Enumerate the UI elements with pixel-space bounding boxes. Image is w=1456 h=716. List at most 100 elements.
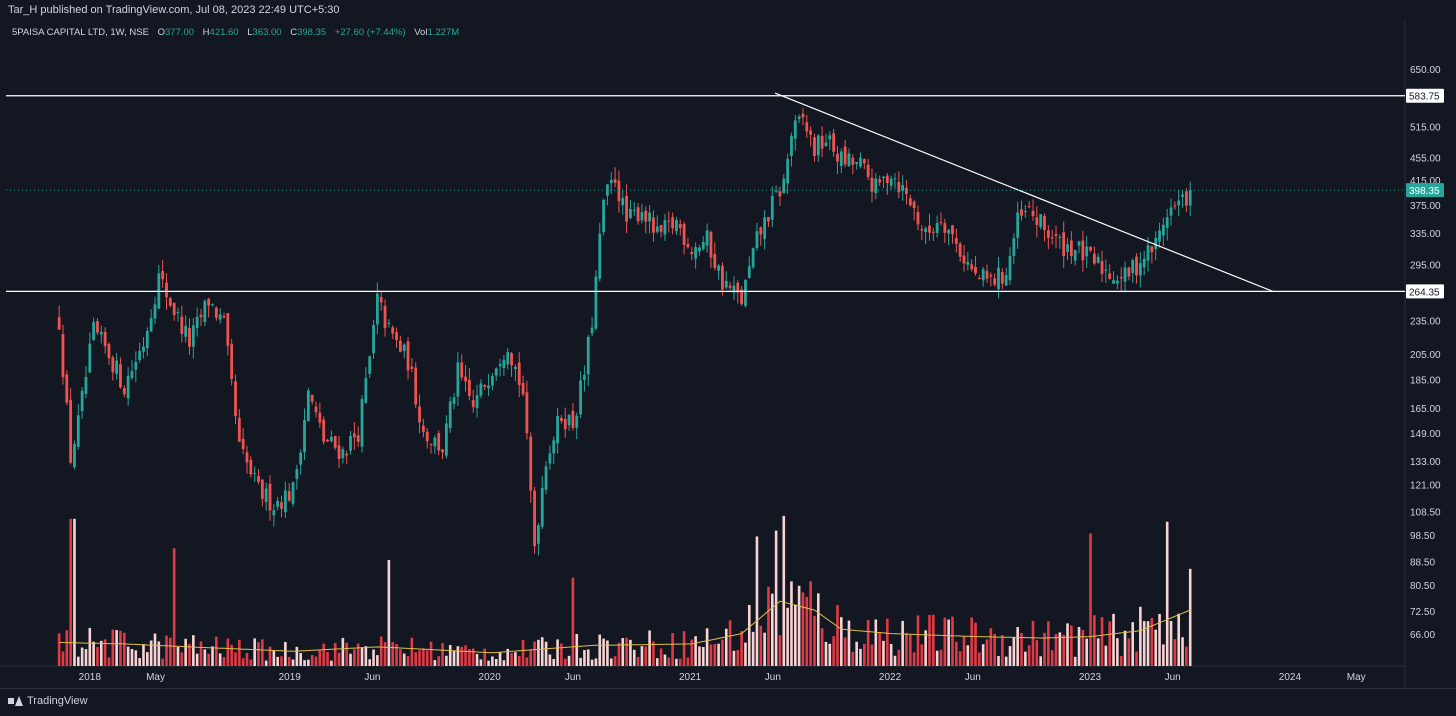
candle-body [502,359,506,368]
candle-body [418,406,421,423]
candle-body [767,217,770,222]
candle-body [195,316,199,329]
volume-bar [257,642,260,666]
volume-bar [134,650,138,666]
candle-body [253,472,257,474]
candle-body [974,266,977,274]
volume-bar [1054,633,1058,666]
candle-body [579,380,582,415]
candle-body [843,146,847,165]
volume-bar [809,581,812,666]
volume-bar [1058,632,1062,666]
volume-bar [816,593,820,666]
candle-body [410,366,414,369]
candle-body [989,275,993,277]
volume-bar [1085,638,1088,666]
candle-body [257,476,260,483]
volume-bar [878,632,881,666]
candle-body [713,254,717,268]
volume-bar [1039,656,1042,666]
volume-bar [920,644,924,666]
candle-body [966,261,970,265]
volume-bar [755,536,759,666]
price-tick-label: 455.00 [1410,153,1441,164]
volume-bar [1162,644,1165,666]
candle-body [847,153,851,166]
candlestick-chart[interactable]: 66.00 72.50 80.50 88.50 98.50 108.50 121.00 133… [0,21,1456,688]
volume-bar [494,658,498,666]
volume-bar [893,655,897,666]
volume-bar [897,649,901,666]
volume-bar [932,614,935,666]
candle-body [1131,260,1135,273]
tradingview-brand[interactable]: TradingView [8,695,88,707]
candle-body [828,135,832,140]
candle-body [728,285,732,288]
volume-bar [276,656,279,666]
volume-bar [280,656,283,666]
volume-bar [445,655,448,666]
candle-body [149,317,153,332]
descending-trendline [774,92,1274,292]
candle-body [337,445,341,459]
candle-body [1127,267,1131,277]
volume-bar [1035,640,1039,666]
volume-bar [901,620,904,666]
volume-bar [594,658,598,666]
time-tick-label: 2021 [679,672,702,683]
volume-bar [855,641,858,666]
time-tick-label: Jun [965,672,981,683]
candle-body [575,415,579,428]
candle-body [467,379,471,396]
candle-body [287,491,291,501]
candle-body [682,224,686,245]
candle-body [744,279,747,306]
price-tag-label: 264.35 [1409,287,1440,298]
candle-body [916,212,920,225]
volume-ma-line [59,600,1191,654]
volume-bar [1188,568,1192,666]
change-value: +27.60 (+7.44%) [334,27,406,38]
volume-bar [889,644,893,666]
candle-body [552,440,556,454]
volume-bar [537,639,540,666]
volume-bar [195,653,199,666]
candle-body [172,302,176,316]
candle-body [88,343,92,373]
candle-body [402,344,406,352]
candle-body [130,371,134,378]
candle-body [356,435,360,442]
candle-body [839,151,843,166]
candle-body [276,500,280,507]
volume-bar [468,649,471,666]
volume-bar [502,660,506,666]
candle-body [993,278,997,285]
volume-bar [671,633,674,666]
candle-body [441,449,444,453]
candle-body [671,217,675,229]
candle-body [513,366,517,370]
volume-bar [303,660,306,666]
candle-body [724,280,728,288]
volume-bar [326,652,329,666]
low-value: 363.00 [252,27,282,38]
volume-bar [851,651,855,666]
symbol-name[interactable]: 5PAISA CAPITAL LTD, 1W, NSE [12,27,149,38]
candle-body [774,190,778,192]
volume-bar [491,656,494,666]
high-value: 421.60 [209,27,239,38]
volume-bar [261,639,264,666]
candle-body [1085,246,1089,257]
open-label: O [157,27,165,38]
candle-body [1158,230,1161,242]
volume-bar [322,643,325,666]
candle-body [617,180,621,201]
candle-body [333,436,337,448]
candle-body [544,466,548,490]
candle-body [283,490,287,513]
time-axis: 2018 May 2019 Jun 2020 Jun 2021 Jun 2022 Jun 2023 J… [79,672,1366,683]
volume-bar [824,641,828,666]
volume-bar [84,649,88,666]
volume-bar [241,658,245,666]
candle-body [563,418,567,430]
